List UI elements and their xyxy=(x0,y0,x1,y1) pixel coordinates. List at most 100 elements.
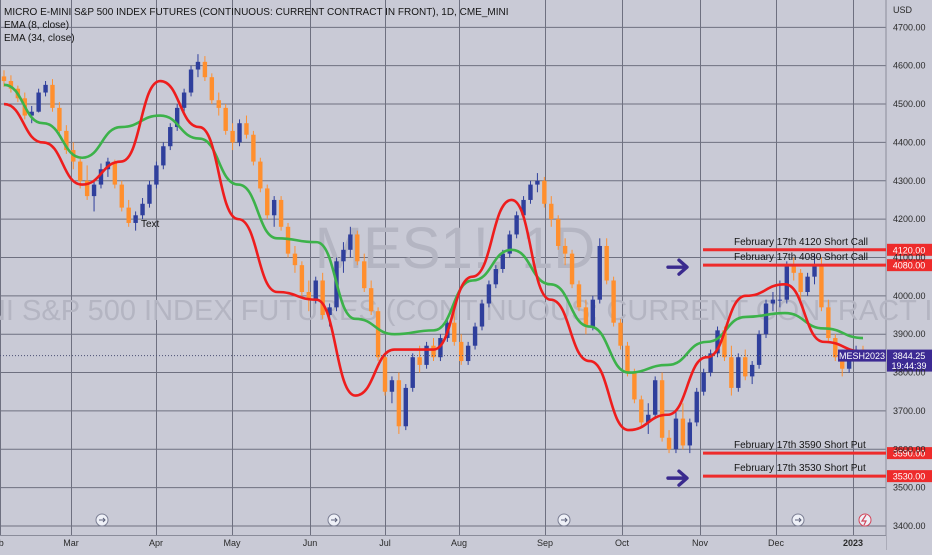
candle-body xyxy=(91,184,97,197)
ema8-legend[interactable]: EMA (8, close) xyxy=(4,20,70,31)
candle-body xyxy=(500,253,505,269)
candle-body xyxy=(278,199,284,227)
candle-body xyxy=(749,364,755,377)
y-tick-label: 4400.00 xyxy=(893,137,926,147)
candle-body xyxy=(64,130,69,151)
candle-body xyxy=(417,357,422,365)
watermark-symbol: MES1!, 1D xyxy=(315,216,595,281)
y-tick-label: 4100.00 xyxy=(893,252,926,262)
candle-body xyxy=(299,265,305,293)
candle-body xyxy=(306,292,312,300)
candle-body xyxy=(555,219,561,246)
candle-body xyxy=(736,357,741,388)
x-tick-label: Jun xyxy=(303,538,318,548)
y-tick-label: 4000.00 xyxy=(893,291,926,301)
candle-body xyxy=(701,372,706,392)
y-tick-label: 3600.00 xyxy=(893,444,926,454)
candle-body xyxy=(646,414,651,423)
candle-body xyxy=(209,77,215,101)
candle-body xyxy=(846,357,852,369)
candle-body xyxy=(687,422,693,446)
candle-body xyxy=(479,303,485,327)
candle-body xyxy=(133,215,138,223)
chart-title[interactable]: MICRO E-MINI S&P 500 INDEX FUTURES (CONT… xyxy=(4,7,509,18)
y-tick-label: 4500.00 xyxy=(893,99,926,109)
candle-body xyxy=(84,180,90,197)
candle-body xyxy=(258,161,263,189)
candle-body xyxy=(472,326,478,346)
time-axis[interactable]: Feb Mar Apr May Jun Jul Aug Sep Oct Nov Dec 2023 xyxy=(0,535,886,550)
marker-arrow-icon xyxy=(331,517,338,523)
candle-body xyxy=(382,357,388,392)
level-label: February 17th 4120 Short Call xyxy=(734,237,868,248)
candle-body xyxy=(403,387,408,427)
candle-body xyxy=(452,322,457,342)
arrow-icon xyxy=(666,258,689,276)
candle-body xyxy=(673,418,679,450)
candle-body xyxy=(486,284,492,304)
x-tick-label: Sep xyxy=(537,538,553,548)
candle-body xyxy=(756,334,762,365)
level-label: February 17th 3530 Short Put xyxy=(734,463,866,474)
candle-body xyxy=(313,280,318,300)
candle-body xyxy=(362,261,367,289)
y-tick-label: 3500.00 xyxy=(893,483,926,493)
level-price-tag xyxy=(887,447,932,460)
candle-body xyxy=(292,253,298,266)
candle-body xyxy=(770,299,776,304)
candle-body xyxy=(78,161,83,181)
x-tick-label: Feb xyxy=(0,538,4,548)
y-tick-label: 4300.00 xyxy=(893,176,926,186)
candle-body xyxy=(840,357,845,369)
y-tick-label: 4700.00 xyxy=(893,22,926,32)
candle-body xyxy=(161,146,166,166)
candle-body xyxy=(597,245,602,300)
candle-body xyxy=(798,272,803,293)
ema34-legend[interactable]: EMA (34, close) xyxy=(4,33,75,44)
y-tick-label: 3800.00 xyxy=(893,368,926,378)
event-markers[interactable] xyxy=(95,513,872,527)
candle-body xyxy=(722,330,727,358)
candle-body xyxy=(590,299,596,327)
candle-body xyxy=(521,199,526,216)
candle-body xyxy=(271,199,277,216)
candle-body xyxy=(514,215,519,235)
candle-body xyxy=(237,123,242,143)
candle-body xyxy=(833,338,838,358)
y-tick-label: 3400.00 xyxy=(893,521,926,531)
candle-body xyxy=(119,184,124,208)
candle-body xyxy=(569,253,575,285)
candle-body xyxy=(320,280,325,316)
candle-body xyxy=(652,380,658,415)
candle-body xyxy=(251,134,256,162)
time-axis-bg xyxy=(0,535,886,550)
marker-arrow-icon xyxy=(795,517,802,523)
candle-body xyxy=(43,84,48,93)
watermark-name: MICRO E-MINI S&P 500 INDEX FUTURES (CONT… xyxy=(0,295,932,327)
marker-arrow-icon xyxy=(561,517,568,523)
price-axis[interactable]: 3400.00 3500.00 3600.00 3700.00 3800.00 3900.… xyxy=(893,22,926,531)
candle-body xyxy=(493,268,499,285)
candle-body xyxy=(777,299,783,301)
candle-body xyxy=(1,76,7,82)
y-tick-label: 3900.00 xyxy=(893,329,926,339)
candle-body xyxy=(195,61,201,70)
candle-body xyxy=(465,345,471,362)
candle-body xyxy=(632,372,637,400)
candle-body xyxy=(147,184,152,204)
x-tick-label: Oct xyxy=(615,538,630,548)
candle-body xyxy=(126,207,131,223)
candle-body xyxy=(341,249,346,262)
candle-body xyxy=(57,107,62,131)
arrow-icon xyxy=(666,469,689,487)
candle-body xyxy=(181,92,187,108)
candle-body xyxy=(625,345,630,373)
candle-body xyxy=(223,107,228,131)
candle-body xyxy=(826,307,831,339)
candle-body xyxy=(549,203,554,220)
watermark: MES1!, 1D MICRO E-MINI S&P 500 INDEX FUT… xyxy=(0,216,932,327)
level-price-tag-text: 3590.00 xyxy=(893,449,926,459)
currency-label: USD xyxy=(893,5,913,15)
